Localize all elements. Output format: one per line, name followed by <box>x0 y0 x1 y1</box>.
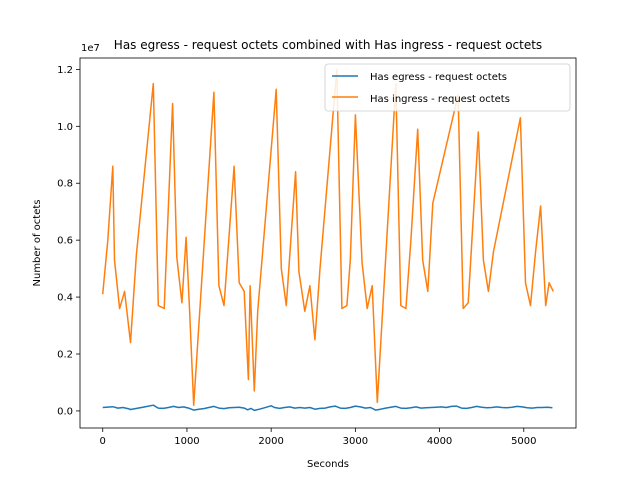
y-tick-label: 0.4 <box>57 293 73 304</box>
y-tick-label: 1.0 <box>57 122 73 133</box>
y-tick-label: 0.8 <box>57 179 73 190</box>
y-axis-label: Number of octets <box>32 200 43 287</box>
x-axis: 0 1000 2000 3000 4000 5000 <box>100 428 537 447</box>
chart-title: Has egress - request octets combined wit… <box>114 38 542 52</box>
y-offset-text: 1e7 <box>81 43 100 54</box>
x-axis-label: Seconds <box>307 459 349 470</box>
y-tick-label: 1.2 <box>57 65 73 76</box>
y-tick-label: 0.2 <box>57 350 73 361</box>
legend-label-ingress: Has ingress - request octets <box>370 94 510 105</box>
x-tick-label: 2000 <box>258 436 283 447</box>
series-line-0 <box>102 404 553 412</box>
legend-box <box>324 63 571 112</box>
x-tick-label: 4000 <box>427 436 452 447</box>
x-tick-label: 3000 <box>343 436 368 447</box>
y-tick-label: 0.6 <box>57 236 73 247</box>
legend: Has egress - request octets Has ingress … <box>324 63 571 112</box>
plot-lines <box>101 68 554 412</box>
series-line-1 <box>101 68 554 406</box>
y-tick-label: 0.0 <box>57 406 73 417</box>
plot-frame <box>79 57 577 429</box>
x-tick-label: 1000 <box>174 436 199 447</box>
legend-label-egress: Has egress - request octets <box>370 72 507 83</box>
x-tick-label: 5000 <box>511 436 536 447</box>
x-tick-label: 0 <box>100 436 106 447</box>
y-axis: 0.0 0.2 0.4 0.6 0.8 1.0 1.2 <box>57 65 80 417</box>
